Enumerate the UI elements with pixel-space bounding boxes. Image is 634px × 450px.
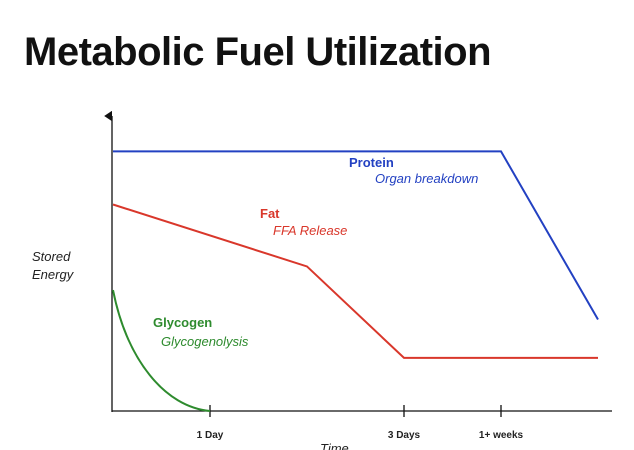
series-sublabel-glycogen: Glycogenolysis bbox=[161, 334, 249, 349]
y-axis-label-line-2: Energy bbox=[32, 267, 75, 282]
watermark: 知乎 @Dr.VK bbox=[517, 417, 600, 433]
series-label-fat: Fat bbox=[260, 206, 280, 221]
x-axis-label: Time bbox=[320, 441, 349, 450]
series-line-protein bbox=[113, 150, 599, 321]
series-label-glycogen: Glycogen bbox=[153, 315, 212, 330]
series-label-protein: Protein bbox=[349, 155, 394, 170]
x-tick-label-0: 1 Day bbox=[197, 430, 224, 441]
chart-title: Metabolic Fuel Utilization bbox=[24, 30, 492, 74]
series-lines bbox=[112, 150, 599, 412]
series-line-fat bbox=[112, 203, 598, 359]
x-tick-label-1: 3 Days bbox=[388, 430, 421, 441]
series-line-glycogen bbox=[112, 289, 211, 412]
series-sublabel-fat: FFA Release bbox=[273, 223, 347, 238]
series-sublabel-protein: Organ breakdown bbox=[375, 171, 478, 186]
x-tick-label-2: 1+ weeks bbox=[479, 430, 524, 441]
y-axis-label-line-1: Stored bbox=[32, 249, 71, 264]
